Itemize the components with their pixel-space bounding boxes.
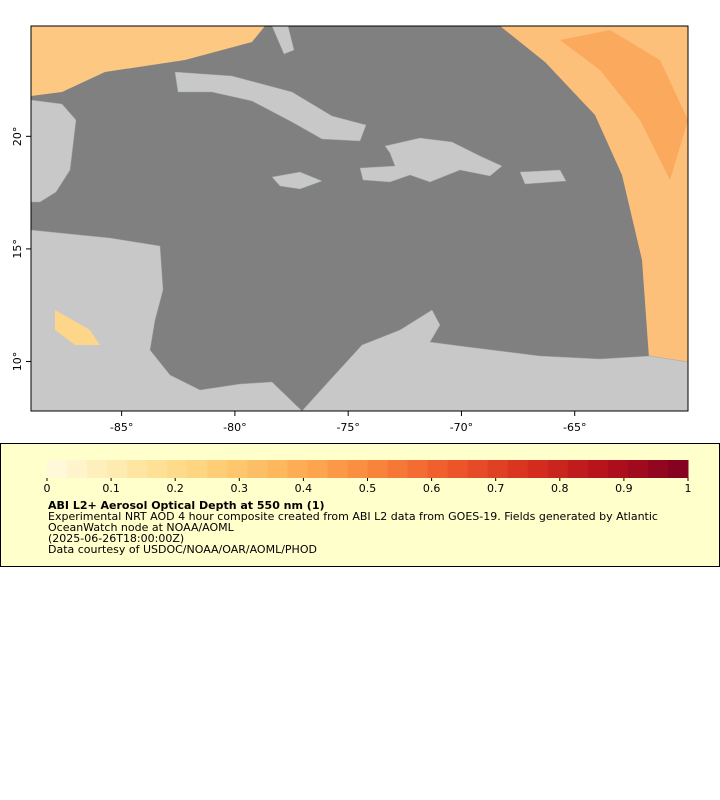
colorbar-tick-label: 1 <box>685 482 692 495</box>
x-tick-label: -80° <box>223 421 246 434</box>
colorbar-step <box>527 460 549 478</box>
colorbar-step <box>47 460 68 478</box>
colorbar-step <box>327 460 348 478</box>
land <box>30 25 689 412</box>
colorbar-step <box>507 460 529 478</box>
map-frame <box>30 25 689 412</box>
colorbar-step <box>207 460 228 478</box>
colorbar-tick-label: 0.6 <box>423 482 441 495</box>
colorbar-step <box>667 460 689 478</box>
x-tick-label: -75° <box>336 421 359 434</box>
aerosol-area <box>31 26 265 96</box>
colorbar-step <box>647 460 669 478</box>
colorbar-step <box>307 460 328 478</box>
colorbar-tick-label: 0.1 <box>102 482 120 495</box>
colorbar-step <box>227 460 248 478</box>
colorbar-step <box>567 460 589 478</box>
caption-time: (2025-06-26T18:00:00Z) <box>48 532 185 545</box>
colorbar-tick-label: 0 <box>44 482 51 495</box>
caption-credit: Data courtesy of USDOC/NOAA/OAR/AOML/PHO… <box>48 543 317 556</box>
y-tick-label: 15° <box>11 239 24 258</box>
caption-description: Experimental NRT AOD 4 hour composite cr… <box>48 510 658 534</box>
y-tick-label: 20° <box>11 127 24 147</box>
aerosol-area <box>55 310 100 345</box>
colorbar-tick-label: 0.2 <box>166 482 184 495</box>
colorbar-step <box>367 460 389 478</box>
colorbar-tick-label: 0.4 <box>295 482 313 495</box>
x-tick-label: -85° <box>110 421 133 434</box>
x-tick-label: -70° <box>450 421 473 434</box>
colorbar-tick-label: 0.5 <box>359 482 377 495</box>
caption-title: ABI L2+ Aerosol Optical Depth at 550 nm … <box>48 499 325 512</box>
aerosol-area <box>560 30 688 180</box>
colorbar-step <box>607 460 629 478</box>
colorbar-step <box>587 460 609 478</box>
colorbar-tick-label: 0.7 <box>487 482 505 495</box>
colorbar-step <box>127 460 148 478</box>
colorbar-step <box>407 460 429 478</box>
colorbar-step <box>67 460 88 478</box>
caption: ABI L2+ Aerosol Optical Depth at 550 nm … <box>48 500 688 555</box>
colorbar-step <box>427 460 449 478</box>
colorbar-step <box>487 460 509 478</box>
colorbar-tick-label: 0.9 <box>615 482 633 495</box>
colorbar-step <box>187 460 208 478</box>
colorbar-step <box>167 460 188 478</box>
colorbar-step <box>107 460 128 478</box>
colorbar-step <box>287 460 308 478</box>
colorbar-step <box>447 460 469 478</box>
colorbar-step <box>147 460 168 478</box>
colorbar-step <box>87 460 108 478</box>
colorbar-tick-label: 0.8 <box>551 482 569 495</box>
colorbar-step <box>247 460 268 478</box>
colorbar-step <box>627 460 649 478</box>
colorbar-step <box>347 460 368 478</box>
x-tick-label: -65° <box>563 421 586 434</box>
y-tick-label: 10° <box>11 352 24 372</box>
colorbar-step <box>467 460 489 478</box>
map <box>30 25 689 412</box>
colorbar-step <box>547 460 569 478</box>
colorbar-step <box>267 460 288 478</box>
colorbar-step <box>387 460 409 478</box>
colorbar-tick-label: 0.3 <box>231 482 249 495</box>
